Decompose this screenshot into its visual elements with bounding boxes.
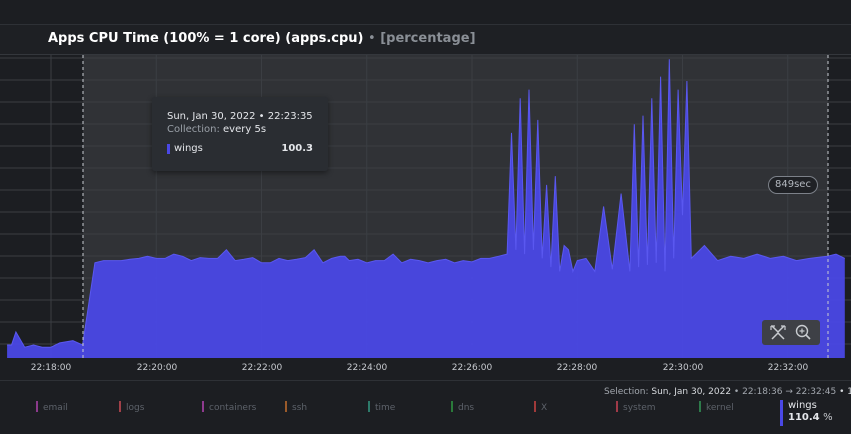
dimension-label: dns bbox=[458, 403, 475, 413]
tooltip-date: Sun, Jan 30, 2022 • 22:23:35 bbox=[167, 111, 313, 122]
top-strip bbox=[0, 0, 851, 25]
dimension-label: kernel bbox=[706, 403, 734, 413]
series-layer bbox=[7, 59, 846, 358]
chart-title-main: Apps CPU Time (100% = 1 core) (apps.cpu) bbox=[48, 31, 364, 46]
legend-color-bar bbox=[780, 400, 783, 426]
zoom-in-icon[interactable] bbox=[792, 322, 814, 343]
dimension-containers[interactable]: containers bbox=[202, 401, 256, 413]
chart-toolbox bbox=[762, 320, 820, 345]
chart-title-separator: • bbox=[368, 31, 376, 46]
dimension-color-mark bbox=[616, 401, 618, 412]
dimension-color-mark bbox=[285, 401, 287, 412]
pan-arrows-icon[interactable] bbox=[767, 322, 789, 343]
dimension-color-mark bbox=[368, 401, 370, 412]
dimension-logs[interactable]: logs bbox=[119, 401, 144, 413]
tooltip-series-swatch bbox=[167, 144, 170, 154]
dimension-label: ssh bbox=[292, 403, 308, 413]
legend-value: 110.4 % bbox=[788, 412, 833, 423]
tooltip-series-value: 100.3 bbox=[281, 143, 313, 154]
x-tick-label: 22:18:00 bbox=[30, 363, 72, 373]
x-axis: 22:18:00 22:20:00 22:22:00 22:24:00 22:2… bbox=[0, 358, 851, 381]
selection-info: Selection: Sun, Jan 30, 2022 • 22:18:36 … bbox=[604, 387, 851, 397]
tooltip-collection: Collection: every 5s bbox=[167, 124, 266, 135]
x-tick-label: 22:26:00 bbox=[451, 363, 493, 373]
dimension-label: email bbox=[43, 403, 68, 413]
hover-tooltip: Sun, Jan 30, 2022 • 22:23:35 Collection:… bbox=[152, 97, 328, 171]
selection-range: • 22:18:36 → 22:32:45 bbox=[733, 387, 837, 397]
dimension-label: logs bbox=[126, 403, 145, 413]
dimension-color-mark bbox=[119, 401, 121, 412]
tooltip-collection-label: Collection: bbox=[167, 124, 220, 135]
dimension-color-mark bbox=[202, 401, 204, 412]
dimension-time[interactable]: time bbox=[368, 401, 395, 413]
chart-title: Apps CPU Time (100% = 1 core) (apps.cpu)… bbox=[48, 31, 476, 46]
chart-plot[interactable] bbox=[0, 55, 851, 358]
dimension-color-mark bbox=[699, 401, 701, 412]
dimension-kernel[interactable]: kernel bbox=[699, 401, 734, 413]
legend-value-number: 110.4 bbox=[788, 412, 820, 423]
dimension-email[interactable]: email bbox=[36, 401, 68, 413]
dimension-label: containers bbox=[209, 403, 257, 413]
dimension-color-mark bbox=[36, 401, 38, 412]
series-line-wings bbox=[7, 59, 846, 348]
x-tick-label: 22:28:00 bbox=[556, 363, 598, 373]
dimension-color-mark bbox=[534, 401, 536, 412]
x-tick-label: 22:24:00 bbox=[346, 363, 388, 373]
x-tick-label: 22:20:00 bbox=[136, 363, 178, 373]
x-tick-label: 22:32:00 bbox=[767, 363, 809, 373]
legend-name: wings bbox=[788, 400, 817, 411]
tooltip-collection-value: every 5s bbox=[223, 124, 267, 135]
x-tick-label: 22:22:00 bbox=[241, 363, 283, 373]
duration-badge: 849sec bbox=[768, 176, 818, 194]
dimension-label: system bbox=[623, 403, 656, 413]
dimension-system[interactable]: system bbox=[616, 401, 656, 413]
series-area-wings bbox=[7, 59, 845, 358]
dimension-x[interactable]: X bbox=[534, 401, 547, 413]
dimension-dns[interactable]: dns bbox=[451, 401, 474, 413]
x-tick-label: 22:30:00 bbox=[662, 363, 704, 373]
tooltip-series-name: wings bbox=[174, 143, 203, 154]
dimension-ssh[interactable]: ssh bbox=[285, 401, 307, 413]
selection-date: Sun, Jan 30, 2022 bbox=[651, 387, 732, 397]
dimension-color-mark bbox=[451, 401, 453, 412]
selection-duration: • 14m09s bbox=[839, 387, 851, 397]
legend-unit: % bbox=[823, 412, 833, 423]
chart-units: [percentage] bbox=[380, 31, 476, 46]
dimension-label: time bbox=[375, 403, 396, 413]
chart-title-bar: Apps CPU Time (100% = 1 core) (apps.cpu)… bbox=[0, 25, 851, 55]
dimension-label: X bbox=[541, 403, 548, 413]
selection-label: Selection: bbox=[604, 387, 649, 397]
